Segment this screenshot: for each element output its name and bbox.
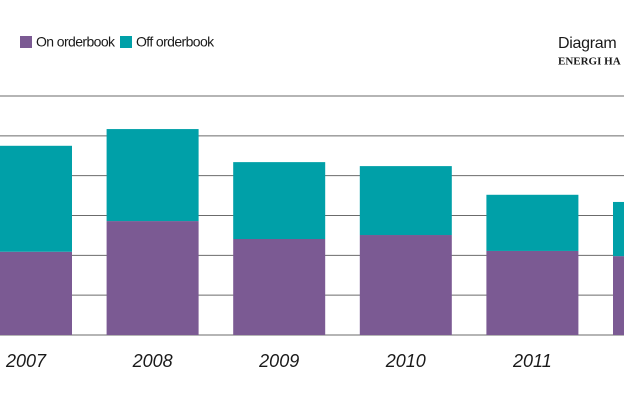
bar-segment bbox=[613, 256, 624, 335]
x-tick-label: 2008 bbox=[132, 351, 173, 371]
legend-label: Off orderbook bbox=[136, 34, 215, 50]
legend-label: On orderbook bbox=[36, 34, 116, 50]
legend-swatch bbox=[20, 36, 32, 48]
bar-segment bbox=[0, 145, 72, 252]
bar-segment bbox=[359, 235, 452, 335]
x-tick-label: 2009 bbox=[258, 351, 299, 371]
chart-title: Diagram bbox=[558, 35, 616, 52]
legend-swatch bbox=[120, 36, 132, 48]
bar-segment bbox=[359, 166, 452, 236]
bar-segment bbox=[233, 239, 326, 335]
bar-segment bbox=[486, 194, 579, 251]
bar-segment bbox=[233, 162, 326, 240]
chart-subtitle: ENERGI HA bbox=[558, 56, 621, 68]
bar-segment bbox=[0, 251, 72, 335]
x-tick-label: 2010 bbox=[385, 351, 426, 371]
bar-segment bbox=[486, 250, 579, 335]
bar-segment bbox=[106, 129, 199, 222]
bar-segment bbox=[106, 221, 199, 335]
x-tick-label: 2011 bbox=[512, 351, 552, 371]
bar-segment bbox=[613, 201, 624, 257]
x-tick-label: 2007 bbox=[5, 351, 47, 371]
